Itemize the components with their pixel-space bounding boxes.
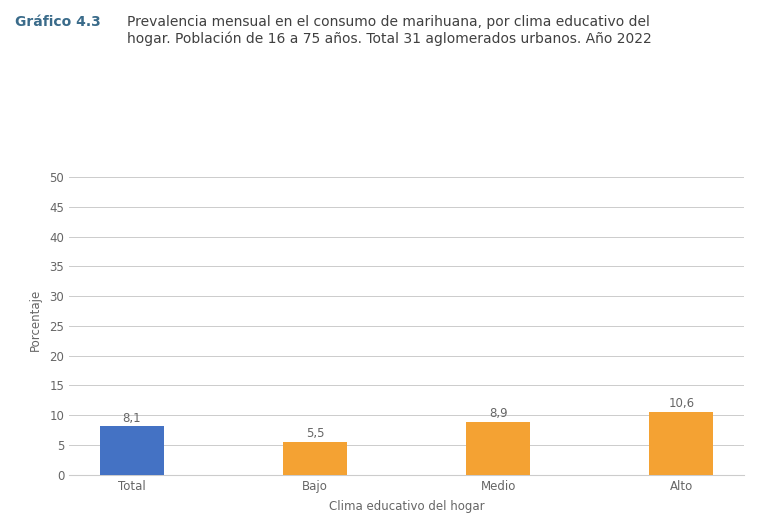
Text: Gráfico 4.3: Gráfico 4.3: [15, 15, 101, 29]
Bar: [283, 442, 347, 475]
Y-axis label: Porcentaje: Porcentaje: [29, 289, 42, 351]
Text: 10,6: 10,6: [668, 397, 694, 410]
Text: 5,5: 5,5: [306, 427, 324, 440]
Bar: [100, 427, 164, 475]
Bar: [466, 422, 530, 475]
Bar: [649, 412, 713, 475]
Text: 8,9: 8,9: [489, 407, 508, 420]
X-axis label: Clima educativo del hogar: Clima educativo del hogar: [329, 500, 484, 513]
Text: Prevalencia mensual en el consumo de marihuana, por clima educativo del
hogar. P: Prevalencia mensual en el consumo de mar…: [127, 15, 651, 46]
Text: 8,1: 8,1: [123, 412, 141, 425]
